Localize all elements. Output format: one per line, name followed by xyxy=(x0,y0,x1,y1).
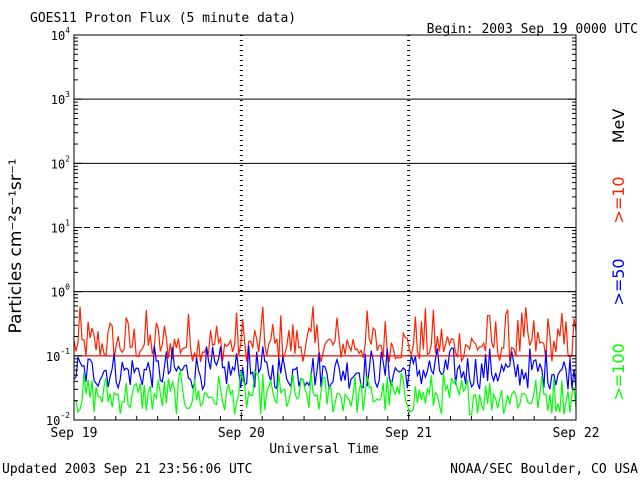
legend-entry: >=10 xyxy=(609,176,628,223)
y-tick-label: 100 xyxy=(51,283,70,300)
x-tick-label: Sep 21 xyxy=(385,426,432,441)
y-tick-label: 104 xyxy=(51,26,70,43)
x-axis-label: Universal Time xyxy=(269,442,379,457)
legend-unit: MeV xyxy=(609,109,628,144)
legend-entry: >=50 xyxy=(609,258,628,305)
updated-timestamp: Updated 2003 Sep 21 23:56:06 UTC xyxy=(2,462,252,477)
series-line xyxy=(73,306,577,363)
series-line xyxy=(73,345,577,392)
series-line xyxy=(73,369,577,416)
x-tick-label: Sep 19 xyxy=(51,426,98,441)
x-tick-label: Sep 22 xyxy=(553,426,600,441)
y-tick-label: 103 xyxy=(51,90,70,107)
credit-label: NOAA/SEC Boulder, CO USA xyxy=(450,462,638,477)
y-tick-label: 101 xyxy=(51,219,70,236)
x-tick-label: Sep 20 xyxy=(218,426,265,441)
y-tick-label: 102 xyxy=(51,154,70,171)
y-axis-label: Particles cm⁻²s⁻¹sr⁻¹ xyxy=(6,158,26,333)
y-tick-label: 10-1 xyxy=(46,347,70,364)
legend: >=10 >=50 >=100 MeV xyxy=(609,109,628,401)
legend-entry: >=100 xyxy=(609,343,628,400)
chart-grid xyxy=(74,35,576,420)
chart-title: GOES11 Proton Flux (5 minute data) xyxy=(30,11,296,26)
series-group xyxy=(73,306,577,416)
begin-time-label: Begin: 2003 Sep 19 0000 UTC xyxy=(427,22,638,37)
